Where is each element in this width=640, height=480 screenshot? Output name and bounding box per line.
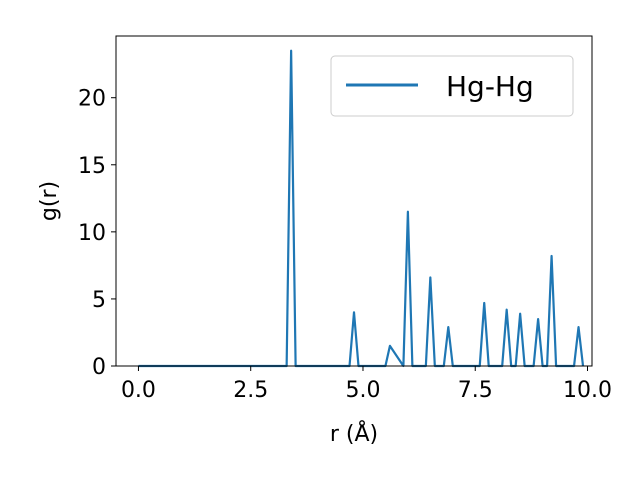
legend-label: Hg-Hg (446, 70, 534, 103)
legend-box (330, 55, 574, 117)
legend: Hg-Hg (330, 55, 574, 117)
y-tick-label: 5 (92, 288, 106, 313)
y-axis-label: g(r) (37, 181, 62, 221)
y-tick-label: 10 (78, 221, 106, 246)
x-tick-label: 0.0 (121, 378, 156, 403)
y-tick-label: 15 (78, 154, 106, 179)
x-tick-label: 7.5 (458, 378, 493, 403)
y-tick-label: 0 (92, 355, 106, 380)
axis-ticks: 0.0 2.5 5.0 7.5 10.0 0 5 10 15 20 (78, 87, 612, 403)
axes-frame (115, 35, 593, 367)
y-tick-label: 20 (78, 87, 106, 112)
x-tick-label: 2.5 (233, 378, 268, 403)
x-tick-label: 10.0 (563, 378, 612, 403)
x-axis-label: r (Å) (330, 420, 378, 447)
x-tick-label: 5.0 (345, 378, 380, 403)
